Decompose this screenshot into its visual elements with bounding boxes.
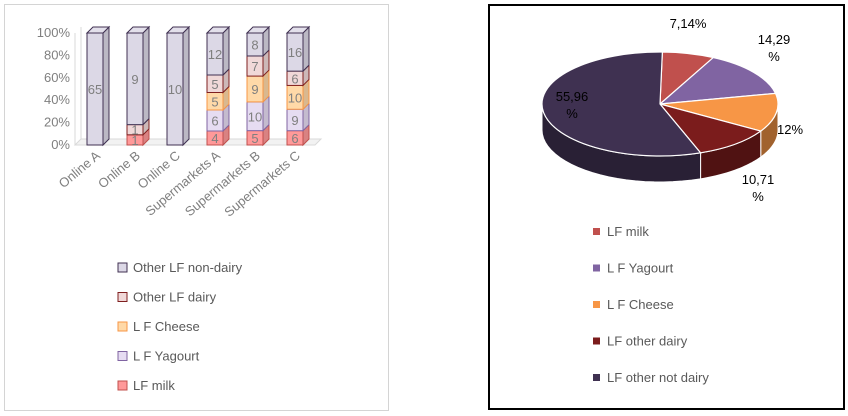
legend-label: L F Yagourt [133,349,200,364]
x-category-label: Online B [95,148,143,192]
legend-label: LF other not dairy [607,370,709,385]
bar-stack: 6 9 10 6 16 [285,25,311,147]
y-tick-label: 100% [37,25,71,40]
legend-entry: LF other dairy [593,334,688,349]
data-label: 5 [251,131,258,146]
pie-data-label: 10,71% [742,172,775,204]
legend-label: L F Yagourt [607,261,674,276]
bar-segment-side [182,25,190,147]
bar-top [285,26,311,34]
legend-swatch [593,301,600,308]
x-category-label: Online A [56,148,104,191]
pie-data-label-line: 12% [777,122,803,137]
legend-swatch [593,228,600,235]
pie-slice [541,51,702,157]
legend-entry: Other LF dairy [117,290,217,305]
legend-entry: Other LF non-dairy [117,260,243,275]
data-label: 7 [251,59,258,74]
bar-stack: 4 6 5 5 12 [205,25,231,147]
legend-swatch [117,351,128,361]
data-label: 10 [168,82,182,97]
pie-chart-panel: 7,14% 14,29% 12% 10,71% 55,96% LF milk L F Yag… [488,4,845,410]
legend-swatch [117,380,128,391]
bar-segment-side [102,25,110,147]
data-label: 5 [211,94,218,109]
bar-top [85,26,111,34]
bar-top [165,26,191,34]
data-label: 65 [88,82,102,97]
data-label: 6 [291,71,298,86]
data-label: 5 [211,77,218,92]
pie-slice [658,102,763,154]
data-label: 8 [251,37,258,52]
pie-slice [658,56,777,105]
pie-data-label-line: 7,14% [670,16,707,31]
bar-stack: 11 9 [125,25,151,148]
pie-data-label: 12% [777,122,803,137]
legend-label: L F Cheese [133,319,200,334]
y-tick-label: 80% [44,47,70,62]
legend-label: Other LF dairy [133,290,217,305]
bar-segment-side [142,25,150,126]
legend-label: L F Cheese [607,297,674,312]
y-tick-label: 40% [44,92,70,107]
legend-label: LF other dairy [607,334,688,349]
data-label: 12 [208,47,222,62]
data-label: 6 [291,131,298,146]
data-label: 10 [288,90,302,105]
pie-data-label-line: % [566,106,578,121]
pie-data-label-line: 14,29 [758,32,791,47]
pie-data-label-line: 55,96 [556,89,589,104]
legend-entry: L F Yagourt [593,261,674,276]
data-label: 9 [251,82,258,97]
legend-swatch [117,262,128,273]
pie-data-label-line: % [768,49,780,64]
legend-label: Other LF non-dairy [133,260,243,275]
pie-data-label-line: % [752,189,764,204]
legend-swatch [593,264,600,272]
legend-swatch [593,337,600,345]
legend-swatch [117,292,128,302]
legend-entry: L F Cheese [117,319,200,334]
floor-plane [73,138,323,146]
bar-top [205,26,231,34]
pie-data-label: 55,96% [556,89,589,121]
legend-swatch [117,321,128,332]
legend-label: LF milk [607,224,649,239]
legend-entry: L F Cheese [593,297,674,312]
data-label: 10 [248,109,262,124]
legend-label: LF milk [133,378,175,393]
data-label: 1 [131,133,138,148]
plot-floor [73,27,323,146]
y-tick-label: 20% [44,115,70,130]
legend-swatch [593,374,600,381]
pie-data-label-line: 10,71 [742,172,775,187]
data-label: 9 [291,113,298,128]
data-label: 4 [211,131,218,146]
bar-stack: 10 [165,25,191,147]
bar-segment-side [222,25,230,77]
bar-top [245,26,271,34]
data-label: 6 [211,114,218,129]
bar-segment-side [302,25,310,73]
pie-data-label: 7,14% [670,16,707,31]
pie-top [541,51,779,157]
bar-top [125,26,151,34]
data-label: 1 [131,123,138,138]
pie-data-label: 14,29% [758,32,791,64]
data-label: 9 [131,72,138,87]
y-tick-label: 60% [44,70,70,85]
pie-slice [659,92,779,132]
y-tick-label: 0% [51,137,70,152]
legend-entry: L F Yagourt [117,349,200,364]
legend-entry: LF milk [117,378,175,393]
legend-entry: LF other not dairy [593,370,709,385]
bar-stack: 65 [85,25,111,147]
data-label: 16 [288,45,302,60]
legend-entry: LF milk [593,224,649,239]
bar-stack: 5 10 9 7 8 [245,25,271,147]
